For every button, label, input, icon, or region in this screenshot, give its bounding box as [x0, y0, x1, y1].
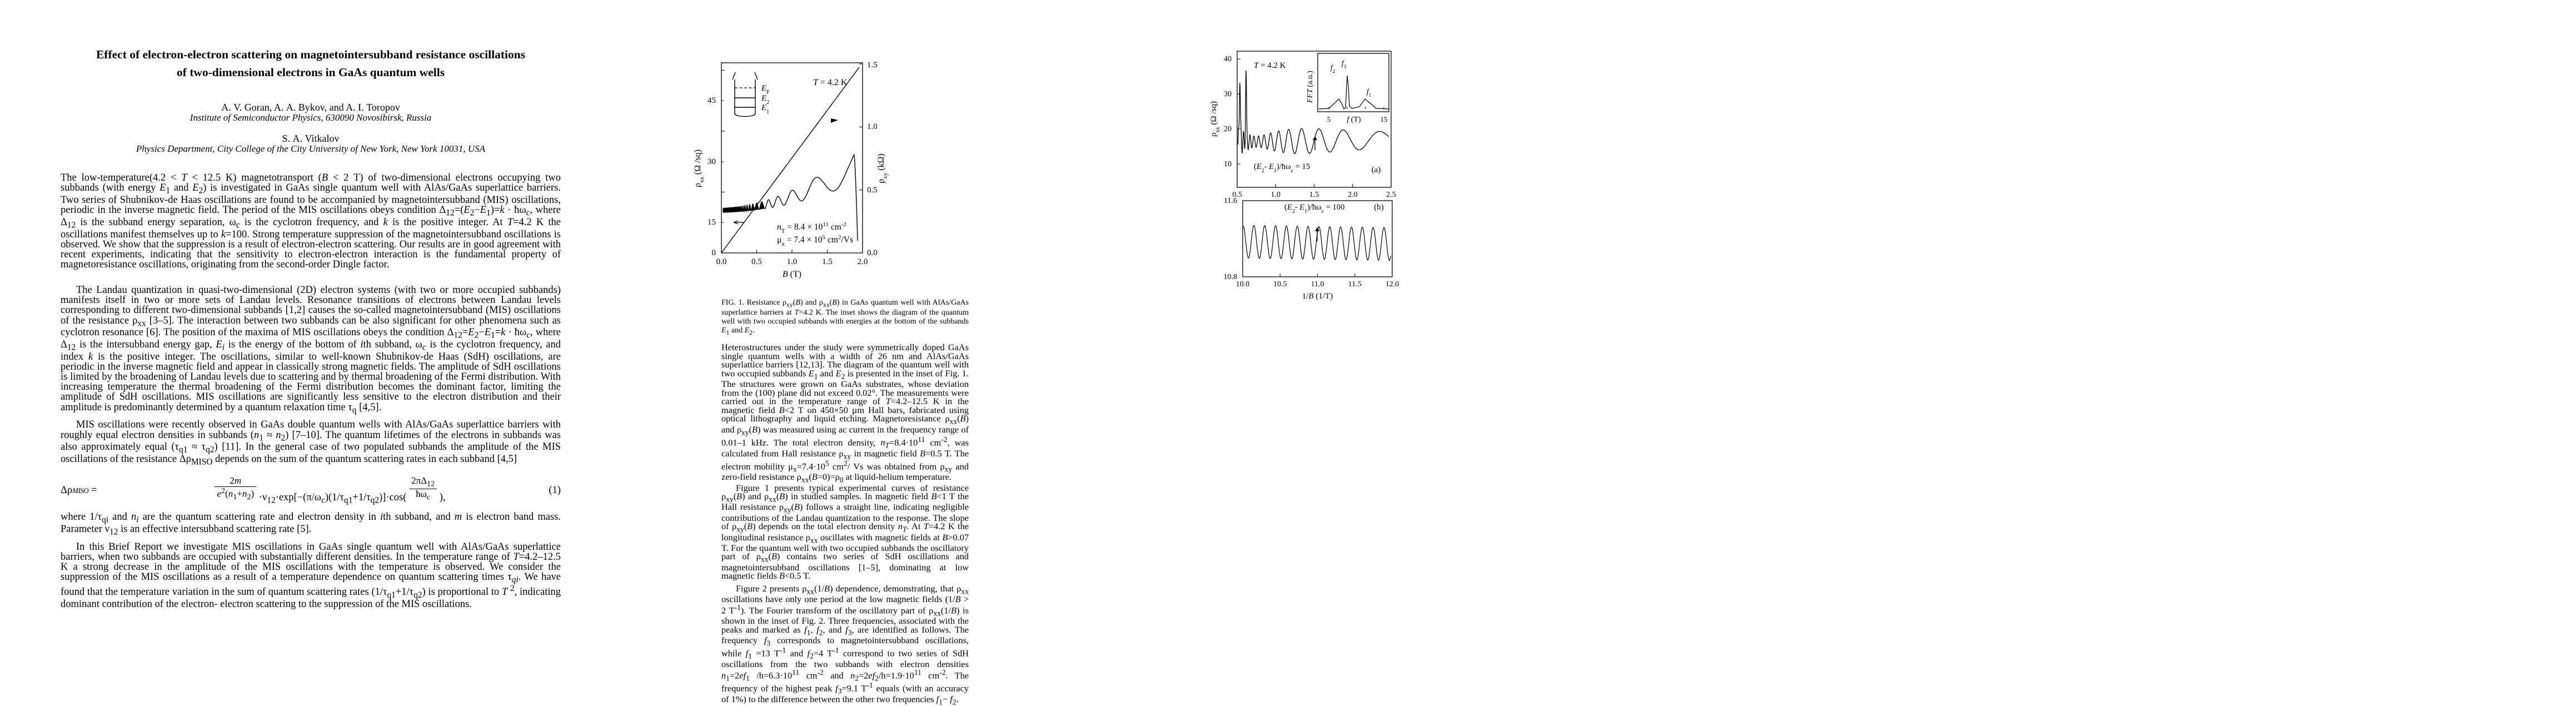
svg-text:0.0: 0.0 — [867, 248, 878, 257]
svg-text:2.5: 2.5 — [1386, 191, 1396, 199]
svg-text:10: 10 — [1224, 160, 1232, 168]
svg-text:μx = 7.4 × 105 cm2/Vs: μx = 7.4 × 105 cm2/Vs — [777, 234, 853, 247]
svg-text:1.0: 1.0 — [867, 122, 878, 131]
svg-text:(a): (a) — [1372, 166, 1381, 175]
svg-text:2.0: 2.0 — [858, 257, 868, 266]
svg-text:1.5: 1.5 — [1309, 191, 1319, 199]
svg-text:B (T): B (T) — [783, 270, 801, 279]
svg-text:T = 4.2 K: T = 4.2 K — [1254, 61, 1286, 70]
svg-text:(E2- E1)/ħωc = 100: (E2- E1)/ħωc = 100 — [1284, 203, 1344, 215]
svg-text:11.0: 11.0 — [1311, 280, 1324, 289]
svg-text:10.0: 10.0 — [1236, 280, 1250, 289]
svg-text:5: 5 — [1327, 115, 1331, 123]
svg-text:40: 40 — [1224, 55, 1232, 63]
svg-text:1.0: 1.0 — [1271, 191, 1281, 199]
svg-text:0: 0 — [712, 248, 716, 257]
svg-text:1/B (1/T): 1/B (1/T) — [1302, 292, 1333, 301]
svg-text:(b): (b) — [1374, 203, 1384, 212]
svg-text:0.5: 0.5 — [867, 186, 878, 195]
svg-text:0.5: 0.5 — [751, 257, 762, 266]
svg-text:T = 4.2 K: T = 4.2 K — [813, 78, 848, 87]
svg-text:11.5: 11.5 — [1348, 280, 1362, 289]
svg-text:nT = 8.4 × 1011 cm-2: nT = 8.4 × 1011 cm-2 — [777, 221, 846, 235]
svg-text:ρxx (Ω /sq): ρxx (Ω /sq) — [693, 150, 705, 187]
svg-text:f (T): f (T) — [1347, 116, 1361, 124]
svg-text:ρxy (kΩ): ρxy (kΩ) — [876, 153, 889, 183]
svg-text:(E2- E1)/ħωc = 15: (E2- E1)/ħωc = 15 — [1254, 162, 1310, 174]
svg-text:30: 30 — [707, 157, 716, 166]
svg-text:1.5: 1.5 — [822, 257, 833, 266]
svg-text:45: 45 — [707, 96, 716, 105]
svg-text:FFT (a.u.): FFT (a.u.) — [1306, 71, 1314, 103]
svg-text:10.8: 10.8 — [1224, 273, 1238, 281]
svg-text:0.0: 0.0 — [716, 257, 727, 266]
svg-text:12.0: 12.0 — [1386, 280, 1399, 289]
svg-text:2.0: 2.0 — [1348, 191, 1358, 199]
svg-text:30: 30 — [1224, 90, 1232, 98]
svg-text:1.0: 1.0 — [787, 257, 798, 266]
svg-text:1.5: 1.5 — [867, 61, 878, 69]
svg-text:15: 15 — [707, 218, 716, 227]
svg-text:20: 20 — [1224, 125, 1232, 133]
svg-text:11.6: 11.6 — [1224, 197, 1237, 205]
svg-text:10.5: 10.5 — [1273, 280, 1287, 289]
svg-text:ρxx (Ω /sq): ρxx (Ω /sq) — [1209, 101, 1221, 137]
svg-text:15: 15 — [1381, 115, 1388, 123]
